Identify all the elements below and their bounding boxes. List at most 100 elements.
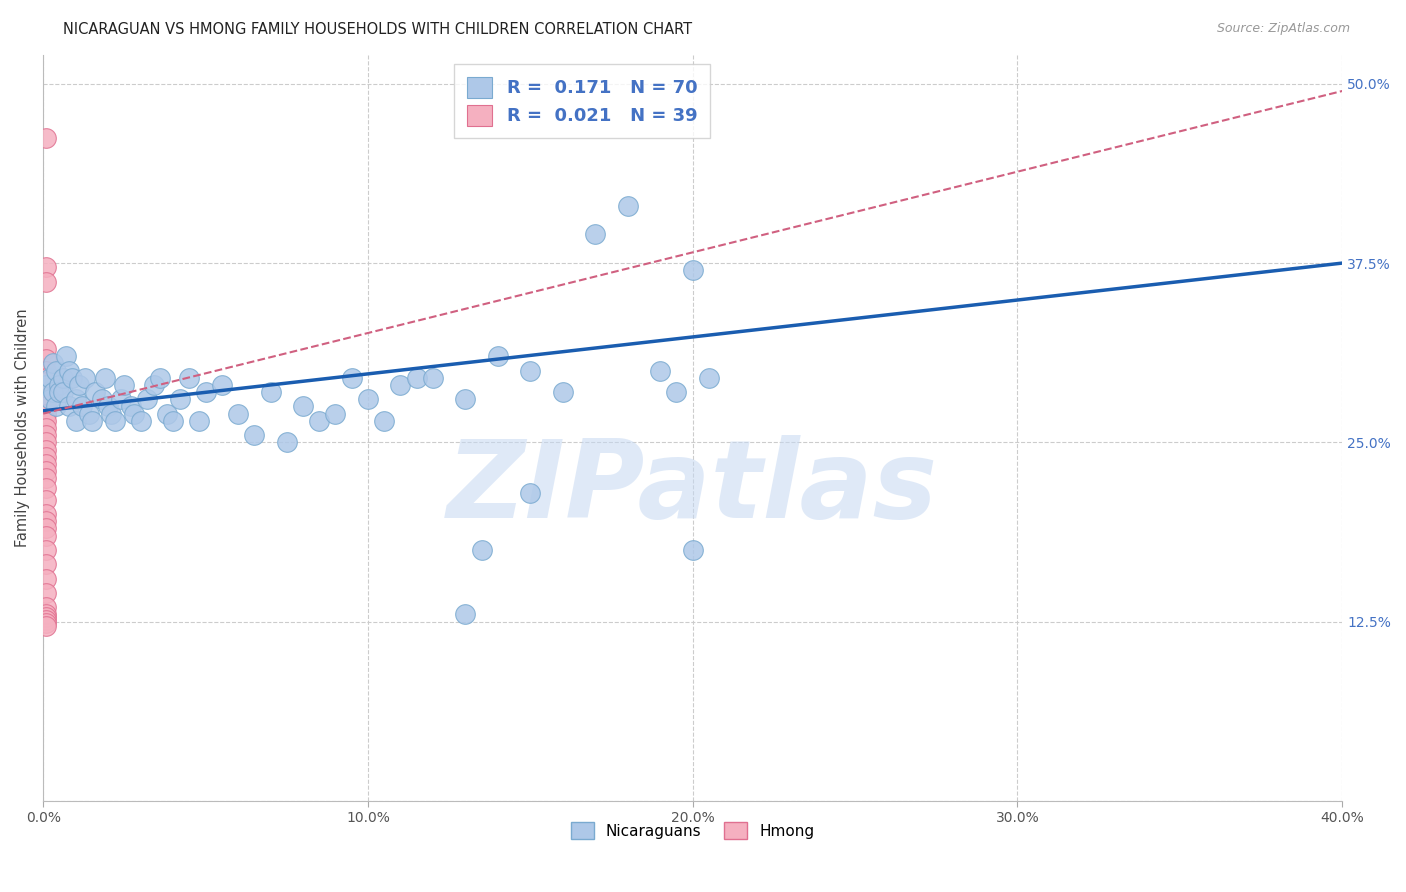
Point: [62, 371, 84, 385]
Point: [422, 371, 444, 385]
Point: [35, 450, 58, 464]
Point: [100, 407, 122, 421]
Point: [357, 392, 380, 407]
Point: [35, 260, 58, 275]
Point: [650, 364, 672, 378]
Point: [35, 352, 58, 367]
Point: [35, 435, 58, 450]
Point: [38, 392, 60, 407]
Point: [519, 364, 541, 378]
Point: [35, 457, 58, 471]
Point: [142, 378, 165, 392]
Point: [122, 407, 145, 421]
Point: [129, 414, 152, 428]
Point: [104, 414, 127, 428]
Legend: Nicaraguans, Hmong: Nicaraguans, Hmong: [565, 815, 821, 846]
Point: [682, 542, 704, 557]
Point: [35, 400, 58, 414]
Point: [35, 342, 58, 356]
Point: [80, 414, 103, 428]
Point: [90, 392, 112, 407]
Point: [454, 607, 477, 622]
Point: [42, 385, 65, 400]
Point: [35, 371, 58, 385]
Point: [35, 428, 58, 442]
Point: [389, 378, 412, 392]
Point: [120, 400, 142, 414]
Point: [292, 400, 315, 414]
Point: [35, 586, 58, 600]
Point: [162, 414, 184, 428]
Point: [35, 492, 58, 507]
Point: [155, 407, 177, 421]
Point: [58, 364, 80, 378]
Point: [149, 371, 172, 385]
Point: [35, 421, 58, 435]
Point: [35, 407, 58, 421]
Point: [38, 371, 60, 385]
Point: [35, 464, 58, 478]
Point: [136, 392, 159, 407]
Point: [84, 385, 107, 400]
Point: [35, 395, 58, 409]
Point: [94, 371, 117, 385]
Point: [35, 414, 58, 428]
Point: [42, 356, 65, 370]
Point: [35, 619, 58, 633]
Point: [35, 471, 58, 485]
Point: [682, 263, 704, 277]
Point: [35, 375, 58, 389]
Point: [45, 364, 67, 378]
Point: [35, 275, 58, 289]
Point: [35, 607, 58, 622]
Point: [276, 435, 298, 450]
Point: [35, 615, 58, 630]
Point: [405, 371, 427, 385]
Point: [70, 400, 93, 414]
Point: [35, 600, 58, 615]
Point: [616, 199, 638, 213]
Point: [112, 378, 135, 392]
Point: [35, 378, 58, 392]
Point: [583, 227, 606, 242]
Point: [35, 514, 58, 528]
Point: [486, 349, 509, 363]
Point: [519, 485, 541, 500]
Point: [340, 371, 363, 385]
Point: [35, 521, 58, 535]
Point: [243, 428, 266, 442]
Point: [110, 392, 132, 407]
Point: [58, 400, 80, 414]
Point: [48, 385, 70, 400]
Point: [551, 385, 574, 400]
Point: [665, 385, 688, 400]
Point: [226, 407, 249, 421]
Point: [35, 572, 58, 586]
Point: [77, 407, 100, 421]
Point: [35, 558, 58, 572]
Point: [45, 400, 67, 414]
Point: [454, 392, 477, 407]
Point: [35, 610, 58, 624]
Point: [97, 400, 120, 414]
Point: [308, 414, 330, 428]
Text: NICARAGUAN VS HMONG FAMILY HOUSEHOLDS WITH CHILDREN CORRELATION CHART: NICARAGUAN VS HMONG FAMILY HOUSEHOLDS WI…: [63, 22, 692, 37]
Point: [35, 131, 58, 145]
Point: [35, 385, 58, 400]
Point: [471, 542, 494, 557]
Point: [179, 371, 201, 385]
Text: Source: ZipAtlas.com: Source: ZipAtlas.com: [1216, 22, 1350, 36]
Point: [373, 414, 395, 428]
Point: [188, 414, 211, 428]
Point: [35, 613, 58, 627]
Point: [325, 407, 347, 421]
Point: [169, 392, 191, 407]
Point: [259, 385, 281, 400]
Point: [697, 371, 720, 385]
Point: [35, 481, 58, 495]
Point: [35, 528, 58, 542]
Point: [35, 364, 58, 378]
Point: [67, 378, 90, 392]
Point: [211, 378, 233, 392]
Point: [35, 507, 58, 521]
